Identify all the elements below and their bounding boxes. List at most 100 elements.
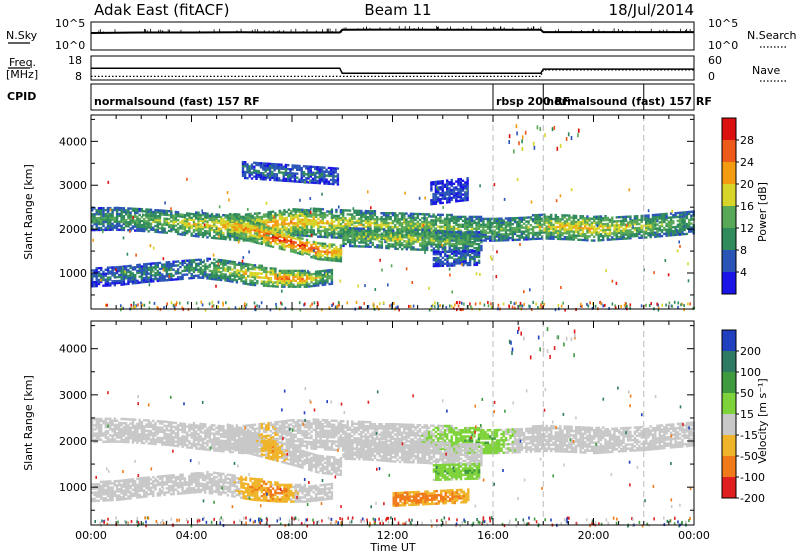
data-cell: [681, 211, 683, 213]
data-cell: [317, 208, 319, 210]
data-cell: [618, 236, 620, 238]
data-cell: [415, 238, 417, 240]
data-cell: [240, 216, 242, 218]
data-cell: [505, 217, 507, 219]
freq-trace: [91, 68, 694, 76]
data-cell: [296, 165, 298, 167]
data-cell: [376, 234, 378, 236]
data-cell: [636, 227, 638, 229]
data-cell: [294, 165, 296, 167]
data-cell: [604, 229, 606, 231]
data-cell: [170, 263, 172, 265]
data-cell: [321, 166, 323, 168]
data-cell: [288, 244, 290, 246]
data-cell: [345, 243, 347, 245]
data-cell: [252, 280, 254, 282]
data-cell: [525, 224, 527, 226]
data-cell: [245, 269, 247, 271]
data-cell: [317, 214, 319, 216]
data-cell: [437, 214, 439, 216]
data-cell: [462, 220, 464, 222]
data-cell: [365, 230, 367, 232]
data-cell: [342, 225, 344, 227]
data-cell: [215, 213, 217, 215]
data-cell: [136, 216, 138, 218]
data-cell: [197, 212, 199, 214]
data-cell: [168, 214, 170, 216]
data-cell: [397, 248, 399, 250]
data-cell: [326, 220, 328, 222]
data-cell: [286, 211, 288, 213]
data-cell: [273, 163, 275, 165]
data-cell: [301, 167, 303, 169]
data-cell: [287, 164, 289, 166]
data-cell: [328, 257, 330, 259]
data-cell: [258, 212, 260, 214]
data-cell: [220, 216, 222, 218]
data-cell: [620, 216, 622, 218]
data-cell: [455, 258, 457, 260]
data-cell: [394, 232, 396, 234]
data-cell: [243, 218, 245, 220]
data-cell: [109, 282, 111, 284]
data-cell: [253, 162, 255, 164]
data-cell: [419, 249, 421, 251]
data-cell: [278, 163, 280, 165]
data-cell: [516, 239, 518, 241]
data-cell: [281, 240, 283, 242]
data-cell: [213, 258, 215, 260]
data-cell: [286, 270, 288, 272]
data-cell: [371, 210, 373, 212]
data-cell: [168, 261, 170, 263]
data-cell: [388, 243, 390, 245]
data-cell: [686, 223, 688, 225]
data-cell: [362, 220, 364, 222]
data-cell: [206, 265, 208, 267]
data-cell: [369, 246, 371, 248]
data-cell: [433, 257, 435, 259]
data-cell: [607, 223, 609, 225]
data-cell: [516, 217, 518, 219]
data-cell: [224, 236, 226, 238]
data-cell: [453, 226, 455, 228]
data-cell: [469, 216, 471, 218]
data-cell: [500, 233, 502, 235]
data-cell: [310, 273, 312, 275]
data-cell: [177, 223, 179, 225]
data-cell: [139, 281, 141, 283]
data-cell: [297, 252, 299, 254]
data-cell: [279, 245, 281, 247]
data-cell: [132, 225, 134, 227]
data-cell: [333, 248, 335, 250]
data-cell: [193, 219, 195, 221]
data-cell: [125, 283, 127, 285]
data-cell: [93, 269, 95, 271]
data-cell: [163, 210, 165, 212]
data-cell: [249, 165, 251, 167]
data-cell: [105, 213, 107, 215]
data-cell: [255, 162, 257, 164]
data-cell: [236, 215, 238, 217]
data-cell: [150, 263, 152, 265]
data-cell: [215, 264, 217, 266]
data-cell: [607, 217, 609, 219]
data-cell: [238, 235, 240, 237]
data-cell: [249, 230, 251, 232]
data-cell: [419, 213, 421, 215]
data-cell: [193, 229, 195, 231]
data-cell: [139, 214, 141, 216]
data-cell: [315, 271, 317, 273]
data-cell: [527, 216, 529, 218]
data-cell: [561, 214, 563, 216]
data-cell: [485, 224, 487, 226]
data-cell: [231, 269, 233, 271]
data-cell: [143, 218, 145, 220]
data-cell: [109, 213, 111, 215]
data-cell: [523, 230, 525, 232]
data-cell: [224, 220, 226, 222]
data-cell: [378, 244, 380, 246]
data-cell: [322, 274, 324, 276]
data-cell: [442, 261, 444, 263]
data-cell: [105, 279, 107, 281]
data-cell: [304, 280, 306, 282]
